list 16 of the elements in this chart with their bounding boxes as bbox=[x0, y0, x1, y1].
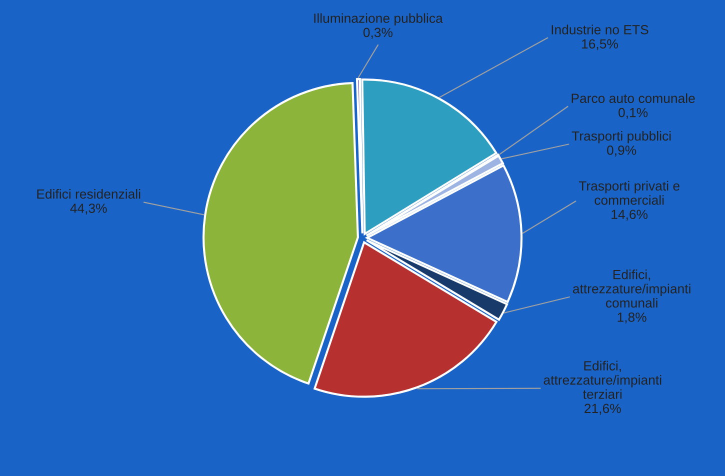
data-label: 16,5% bbox=[582, 39, 618, 50]
slice-label: Edifici, attrezzature/impianti comunali bbox=[572, 270, 690, 308]
slice-label: Industrie no ETS bbox=[552, 24, 648, 34]
data-label: 0,9% bbox=[607, 146, 636, 156]
data-label: 1,8% bbox=[618, 312, 646, 324]
slice-label: Trasporti pubblici bbox=[572, 130, 671, 144]
data-label: 0,3% bbox=[363, 28, 393, 39]
slice-label: Parco auto comunale bbox=[572, 93, 695, 104]
data-label: 21,6% bbox=[584, 404, 621, 415]
slice-label: Trasporti privati e commerciali bbox=[578, 180, 680, 205]
data-label: 14,6% bbox=[612, 210, 648, 221]
slice-label: Illuminazione pubblica bbox=[314, 13, 443, 26]
slice-label: Edifici residenziali bbox=[37, 189, 140, 199]
slice-label: Edifici, attrezzature/impianti terziari bbox=[544, 360, 662, 399]
data-label: 44,3% bbox=[70, 204, 107, 214]
data-label: 0,1% bbox=[618, 108, 648, 119]
